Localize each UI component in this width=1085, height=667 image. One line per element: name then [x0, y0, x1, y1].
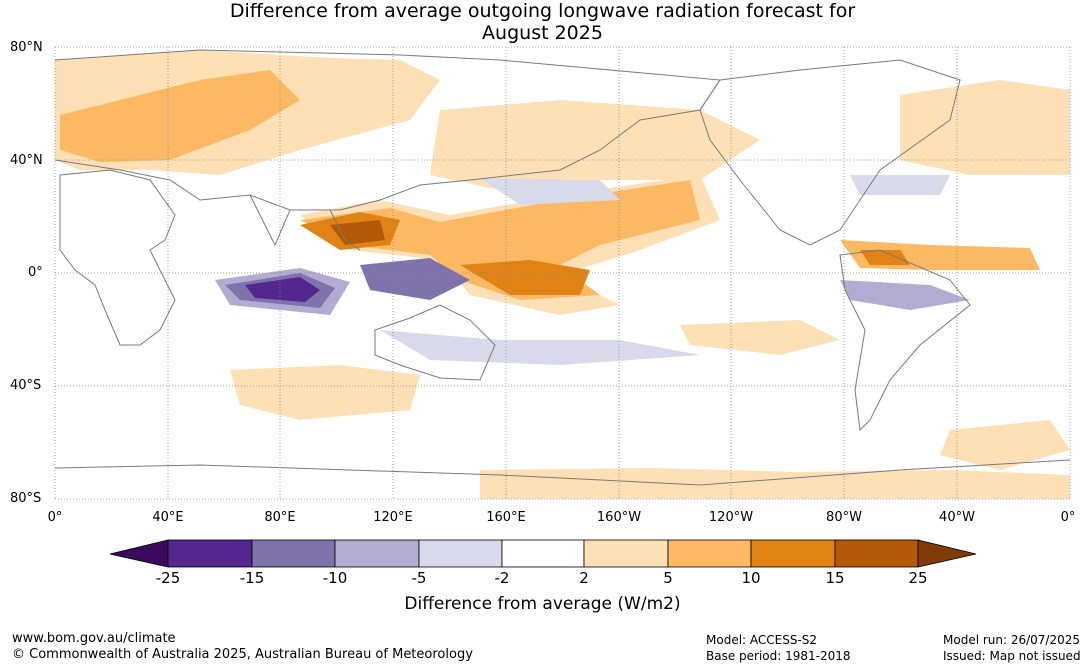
colorbar-bin-3 [334, 539, 420, 568]
colorbar-extend-low [109, 539, 169, 568]
colorbar-bin-2 [251, 539, 336, 568]
graticule [54, 46, 1071, 500]
colorbar-label-7: 5 [663, 569, 673, 587]
negative-anomaly-south-pacific [380, 330, 700, 365]
positive-anomaly-tropical-pacific-mid [300, 180, 700, 300]
colorbar-bin-7 [667, 539, 752, 568]
negative-anomaly-indian-ocean-core [245, 277, 320, 302]
colorbar-label-5: -2 [494, 569, 510, 587]
colorbar-label-4: -5 [411, 569, 427, 587]
positive-anomaly-south-indian [230, 365, 420, 420]
lat-label-0: 0° [28, 265, 43, 280]
colorbar-label-2: -15 [239, 569, 265, 587]
negative-anomaly-north-atlantic [850, 175, 950, 195]
colorbar-bin-8 [750, 539, 836, 568]
negative-anomaly-maritime [360, 258, 470, 300]
footer-url[interactable]: www.bom.gov.au/climate [12, 631, 176, 646]
title-line-1: Difference from average outgoing longwav… [229, 0, 856, 22]
coast-australia [374, 304, 496, 381]
lon-label-160e: 160°E [486, 510, 526, 525]
lon-label-120e: 120°E [373, 510, 413, 525]
negative-anomaly-north-pacific [480, 178, 620, 205]
positive-anomaly-atlantic-strong [860, 250, 910, 265]
positive-anomaly-core [330, 220, 385, 245]
lon-label-40e: 40°E [152, 510, 184, 525]
coastlines [55, 49, 1070, 486]
colorbar-label-6: 2 [579, 569, 589, 587]
lon-label-160w: 160°W [596, 510, 642, 525]
anomaly-field [55, 47, 1070, 499]
lon-label-120w: 120°W [708, 510, 754, 525]
colorbar-label-8: 10 [741, 569, 761, 587]
colorbar-label-1: -25 [155, 569, 181, 587]
colorbar-bin-6 [583, 539, 669, 568]
footer-model-run: Model run: 26/07/2025 [943, 633, 1081, 647]
lon-label-80w: 80°W [826, 510, 862, 525]
coast-india [249, 194, 291, 247]
colorbar-bin-9 [834, 539, 919, 568]
positive-anomaly-equatorial-strong [460, 260, 590, 295]
map-title: Difference from average outgoing longwav… [0, 0, 1085, 44]
colorbar-bin-1 [167, 539, 253, 568]
positive-anomaly-southern-ocean [480, 468, 1070, 499]
positive-anomaly-south-atlantic [940, 420, 1070, 470]
coast-africa [59, 169, 176, 346]
colorbar [109, 539, 977, 568]
lat-label-40s: 40°S [10, 378, 42, 393]
colorbar-label-10: 25 [908, 569, 928, 587]
lon-label-0-right: 0° [1060, 510, 1076, 525]
positive-anomaly-pacific-north [430, 100, 760, 190]
positive-anomaly-south-pacific [680, 320, 840, 355]
footer-issued: Issued: Map not issued [943, 649, 1081, 663]
lat-label-80s: 80°S [10, 491, 42, 506]
positive-anomaly-eurasia [60, 70, 300, 162]
footer-copyright: © Commonwealth of Australia 2025, Austra… [12, 647, 473, 662]
lon-label-0-left: 0° [47, 510, 63, 525]
colorbar-label-9: 15 [825, 569, 845, 587]
coast-antarctica [55, 459, 1070, 486]
coast-north-america [699, 59, 961, 246]
negative-anomaly-south-america [840, 280, 970, 310]
colorbar-bin-4 [418, 539, 503, 568]
positive-anomaly-atlantic-north [900, 80, 1070, 175]
colorbar-bin-5 [501, 539, 585, 568]
footer-base-period: Base period: 1981-2018 [706, 649, 851, 663]
colorbar-label-3: -10 [322, 569, 348, 587]
lon-label-40w: 40°W [939, 510, 975, 525]
coast-eurasia [55, 49, 721, 211]
lon-label-80e: 80°E [264, 510, 296, 525]
coast-south-america [839, 249, 971, 432]
footer-model: Model: ACCESS-S2 [706, 633, 818, 647]
title-line-2: August 2025 [482, 22, 603, 44]
colorbar-extend-high [917, 539, 977, 568]
lat-label-40n: 40°N [10, 153, 43, 168]
coast-southeast-asia [329, 209, 361, 251]
colorbar-title: Difference from average (W/m2) [404, 594, 681, 614]
lat-label-80n: 80°N [10, 40, 43, 55]
